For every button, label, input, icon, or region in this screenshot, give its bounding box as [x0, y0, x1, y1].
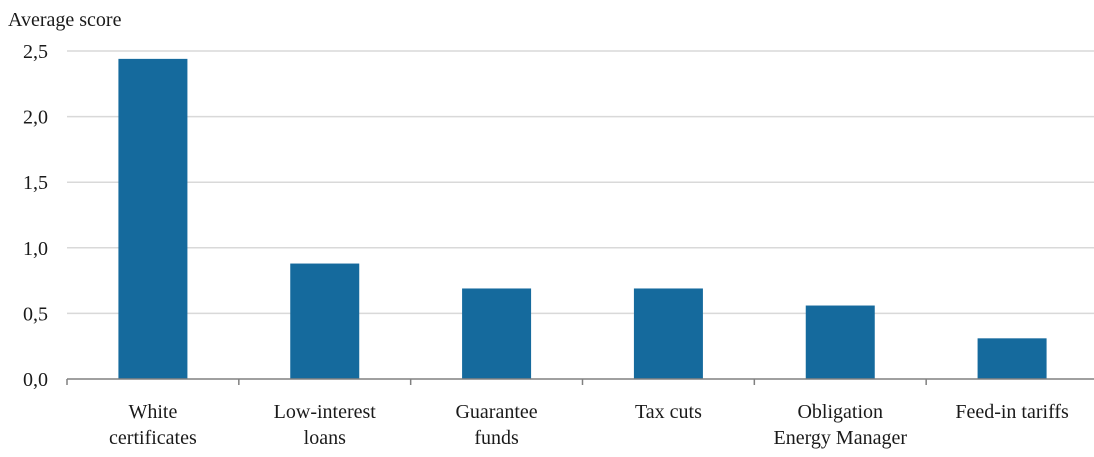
y-axis-title: Average score: [8, 9, 122, 31]
x-tick-label: Low-interest loans: [274, 401, 377, 449]
x-tick-label: Tax cuts: [635, 401, 702, 423]
x-axis-labels: White certificates Low-interest loans Guaran…: [109, 401, 1069, 449]
bar: [977, 338, 1047, 379]
y-tick-label: 1,0: [23, 238, 48, 260]
gridlines: [67, 50, 1094, 315]
x-tick-label: Guarantee funds: [455, 401, 537, 449]
y-tick-label: 2,5: [23, 41, 48, 63]
bar: [290, 263, 360, 379]
x-axis: [66, 378, 1094, 385]
y-tick-label: 0,5: [23, 303, 48, 325]
bar: [462, 288, 532, 379]
bars: [118, 58, 1047, 379]
x-tick-label: White certificates: [109, 401, 197, 449]
bar: [118, 58, 188, 379]
y-tick-label: 2,0: [23, 107, 48, 129]
bar: [805, 305, 875, 379]
y-tick-label: 0,0: [23, 369, 48, 391]
bar: [633, 288, 703, 379]
y-tick-label: 1,5: [23, 172, 48, 194]
x-tick-label: Obligation Energy Manager: [774, 401, 908, 449]
x-tick-label: Feed-in tariffs: [955, 401, 1069, 423]
y-axis-ticks: 0,0 0,5 1,0 1,5 2,0 2,5: [23, 41, 48, 391]
